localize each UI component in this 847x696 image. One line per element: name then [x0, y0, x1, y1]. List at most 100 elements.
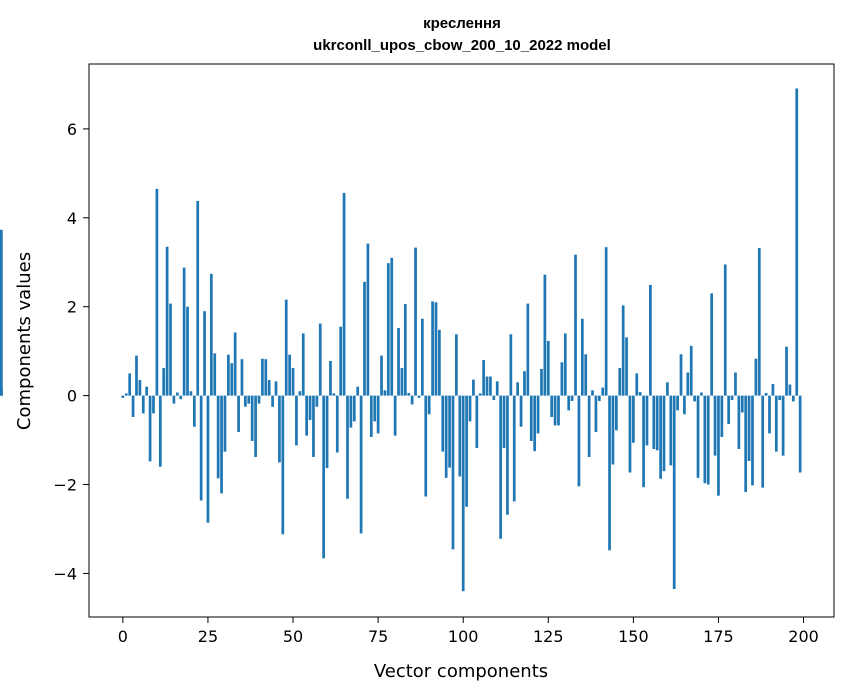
bar-27 [213, 353, 217, 396]
bar-120 [529, 395, 533, 441]
bar-106 [482, 360, 485, 396]
bar-163 [676, 395, 679, 411]
bar-102 [468, 395, 472, 422]
x-axis-label: Vector components [374, 661, 548, 682]
bar-35 [240, 359, 244, 396]
y-tick-label: 6 [67, 120, 77, 139]
bar-6 [141, 395, 145, 414]
bar-42 [264, 359, 268, 396]
bar-11 [158, 395, 162, 467]
x-tick-label: 200 [788, 627, 819, 646]
y-tick-label: −4 [53, 564, 77, 583]
x-tick-label: 75 [368, 627, 388, 646]
bar-139 [594, 395, 598, 433]
bar-169 [696, 395, 700, 478]
bar-116 [516, 382, 520, 396]
bar-67 [349, 395, 353, 428]
bar-45 [274, 381, 278, 396]
bar-57 [315, 395, 319, 407]
bar-109 [492, 395, 496, 401]
bar-54 [305, 395, 308, 436]
bar-22 [196, 200, 200, 396]
bar-157 [655, 395, 659, 451]
bar-142 [604, 247, 608, 396]
bar-71 [363, 281, 366, 396]
bar-114 [509, 334, 513, 396]
bar-15 [172, 395, 176, 404]
bar-47 [281, 395, 285, 535]
bar-175 [717, 395, 720, 496]
bar-0 [121, 395, 125, 398]
bar-99 [458, 395, 462, 477]
bar-97 [451, 395, 455, 550]
bar-112 [502, 395, 506, 449]
bar-10 [155, 188, 159, 396]
bar-53 [301, 333, 305, 396]
bar-55 [308, 395, 312, 421]
bar-151 [635, 373, 639, 396]
bar-110 [495, 381, 499, 396]
bar-159 [662, 395, 666, 472]
bar-190 [768, 395, 771, 434]
bar-192 [774, 395, 778, 452]
y-tick-label: 2 [67, 298, 77, 317]
bar-156 [652, 395, 656, 449]
bar-95 [444, 395, 448, 478]
chart-subtitle: ukrconll_upos_cbow_200_10_2022 model [313, 37, 611, 54]
bar-undefined [0, 390, 3, 396]
bar-59 [322, 395, 326, 559]
x-axis-ticks: 0 25 50 75 100 125 150 175 200 [118, 617, 819, 646]
bar-181 [737, 395, 741, 449]
bar-37 [247, 395, 251, 404]
bars-group [0, 88, 802, 592]
bar-17 [179, 395, 183, 400]
bar-105 [478, 393, 482, 396]
bar-33 [233, 332, 237, 396]
bar-90 [427, 395, 431, 415]
bar-39 [254, 395, 257, 457]
bar-60 [325, 395, 329, 469]
bar-21 [192, 395, 196, 427]
bar-141 [601, 387, 605, 396]
bar-133 [574, 254, 577, 396]
bar-150 [632, 395, 635, 443]
bar-25 [206, 395, 210, 523]
bar-50 [291, 368, 295, 396]
bar-119 [526, 303, 530, 396]
bar-64 [339, 326, 343, 396]
bar-8 [148, 395, 152, 462]
bar-172 [706, 395, 710, 485]
bar-41 [261, 358, 264, 396]
y-tick-label: 4 [67, 209, 77, 228]
bar-29 [220, 395, 223, 494]
bar-140 [597, 395, 601, 401]
bar-162 [672, 395, 676, 589]
bar-72 [366, 243, 370, 396]
bar-130 [563, 333, 567, 396]
bar-96 [448, 395, 451, 468]
chart-title: креслення [423, 15, 501, 32]
bar-117 [519, 395, 523, 427]
bar-179 [730, 395, 734, 401]
x-tick-label: 175 [703, 627, 734, 646]
bar-126 [550, 395, 554, 417]
bar-5 [138, 380, 142, 396]
x-tick-label: 50 [283, 627, 303, 646]
bar-155 [649, 284, 652, 396]
bar-40 [257, 395, 261, 404]
bar-80 [393, 395, 397, 436]
bar-134 [577, 395, 581, 487]
bar-58 [318, 323, 322, 396]
x-tick-label: 0 [118, 627, 128, 646]
bar-16 [175, 392, 179, 396]
bar-194 [781, 395, 785, 456]
bar-76 [380, 355, 383, 396]
bar-12 [162, 368, 166, 396]
bar-132 [570, 395, 574, 401]
bar-19 [186, 306, 189, 396]
bar-20 [189, 391, 193, 396]
bar-174 [713, 395, 717, 456]
bar-98 [455, 334, 458, 396]
bar-184 [747, 395, 751, 461]
